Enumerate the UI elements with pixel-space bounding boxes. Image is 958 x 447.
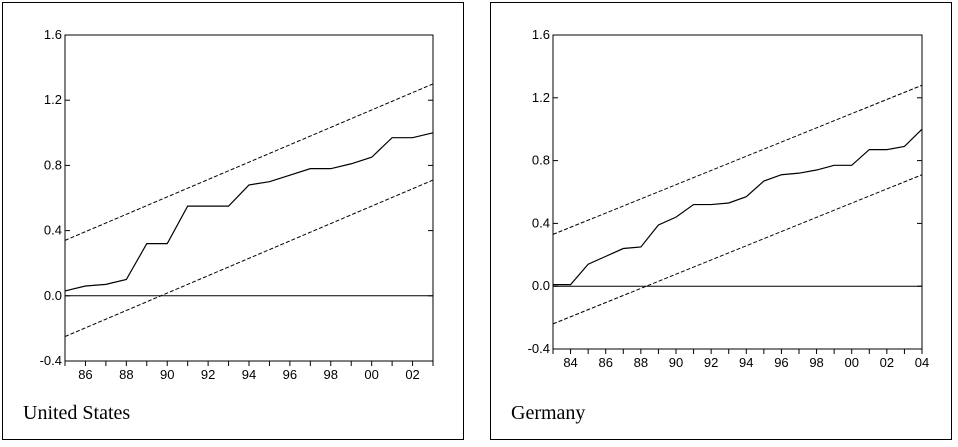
y-tick-label: 0.4 (532, 215, 550, 230)
lower-band-line-dashed (552, 174, 923, 325)
x-tick-label: 04 (915, 355, 929, 370)
x-tick-label: 96 (283, 367, 297, 382)
chart-label: United States (23, 402, 131, 424)
x-tick-label: 92 (704, 355, 718, 370)
x-tick-label: 00 (844, 355, 858, 370)
y-tick-label: 1.6 (44, 27, 62, 42)
x-tick-label: 86 (598, 355, 612, 370)
upper-band-line-dashed (552, 84, 923, 235)
y-tick-label: 1.2 (532, 90, 550, 105)
x-tick-label: 94 (739, 355, 753, 370)
x-tick-label: 88 (634, 355, 648, 370)
series-line-solid (553, 128, 923, 286)
chart-panel-united-states: -0.4 0.0 0.4 0.8 1.2 1.6 86 88 90 92 94 96 98 00 02 Un… (2, 2, 464, 440)
y-tick-label: 0.8 (532, 153, 550, 168)
x-tick-label: 90 (669, 355, 683, 370)
y-tick-label: 0.0 (532, 278, 550, 293)
upper-band-line-dashed (64, 83, 434, 241)
plot-area-frame (552, 34, 923, 350)
y-tick-label: 1.6 (532, 27, 550, 42)
x-tick-label: 90 (160, 367, 174, 382)
chart-germany: -0.4 0.0 0.4 0.8 1.2 1.6 84 86 88 90 92 94 96 98 00 02 0… (528, 27, 930, 370)
plot-area-frame (64, 34, 434, 362)
x-tick-label: 94 (242, 367, 256, 382)
y-tick-label: 0.8 (44, 157, 62, 172)
y-tick-label: -0.4 (40, 353, 62, 368)
x-tick-label: 96 (774, 355, 788, 370)
y-tick-label: 0.4 (44, 223, 62, 238)
x-tick-label: 00 (364, 367, 378, 382)
x-tick-label: 86 (78, 367, 92, 382)
x-tick-label: 92 (201, 367, 215, 382)
x-tick-label: 98 (324, 367, 338, 382)
x-tick-label: 84 (563, 355, 577, 370)
y-tick-label: 0.0 (44, 288, 62, 303)
x-tick-label: 98 (809, 355, 823, 370)
y-tick-label: -0.4 (528, 341, 550, 356)
x-tick-label: 88 (119, 367, 133, 382)
chart-united-states: -0.4 0.0 0.4 0.8 1.2 1.6 86 88 90 92 94 96 98 00 02 (40, 27, 434, 382)
x-tick-label: 02 (405, 367, 419, 382)
chart-panel-germany: -0.4 0.0 0.4 0.8 1.2 1.6 84 86 88 90 92 94 96 98 00 02 0… (490, 2, 952, 440)
y-tick-label: 1.2 (44, 92, 62, 107)
series-line-solid (64, 132, 434, 292)
lower-band-line-dashed (64, 179, 434, 338)
chart-label: Germany (511, 402, 586, 424)
x-tick-label: 02 (880, 355, 894, 370)
